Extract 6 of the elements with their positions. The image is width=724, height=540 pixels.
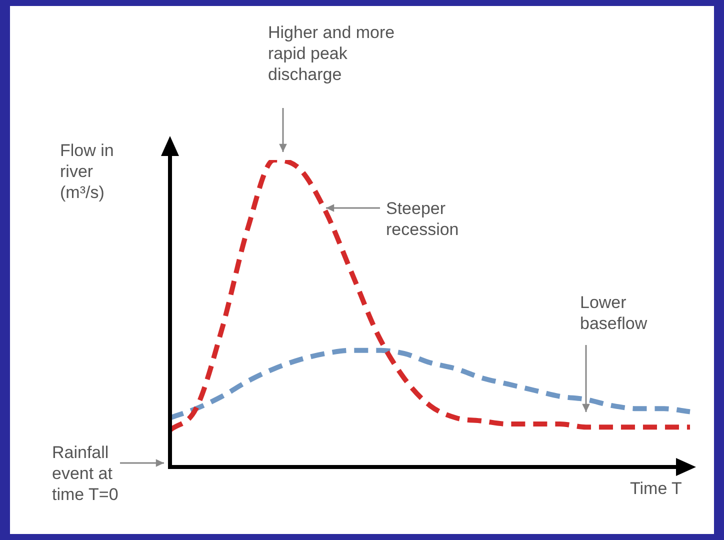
annotation: Steeper recession — [386, 198, 460, 240]
y-axis-title: Flow in river (m³/s) — [60, 140, 115, 203]
annotation: Lower baseflow — [580, 292, 648, 334]
text: Higher and more rapid peak discharge — [268, 22, 396, 85]
x-axis-title: Time T — [630, 478, 682, 499]
text: Rainfall event at time T=0 — [52, 442, 120, 505]
